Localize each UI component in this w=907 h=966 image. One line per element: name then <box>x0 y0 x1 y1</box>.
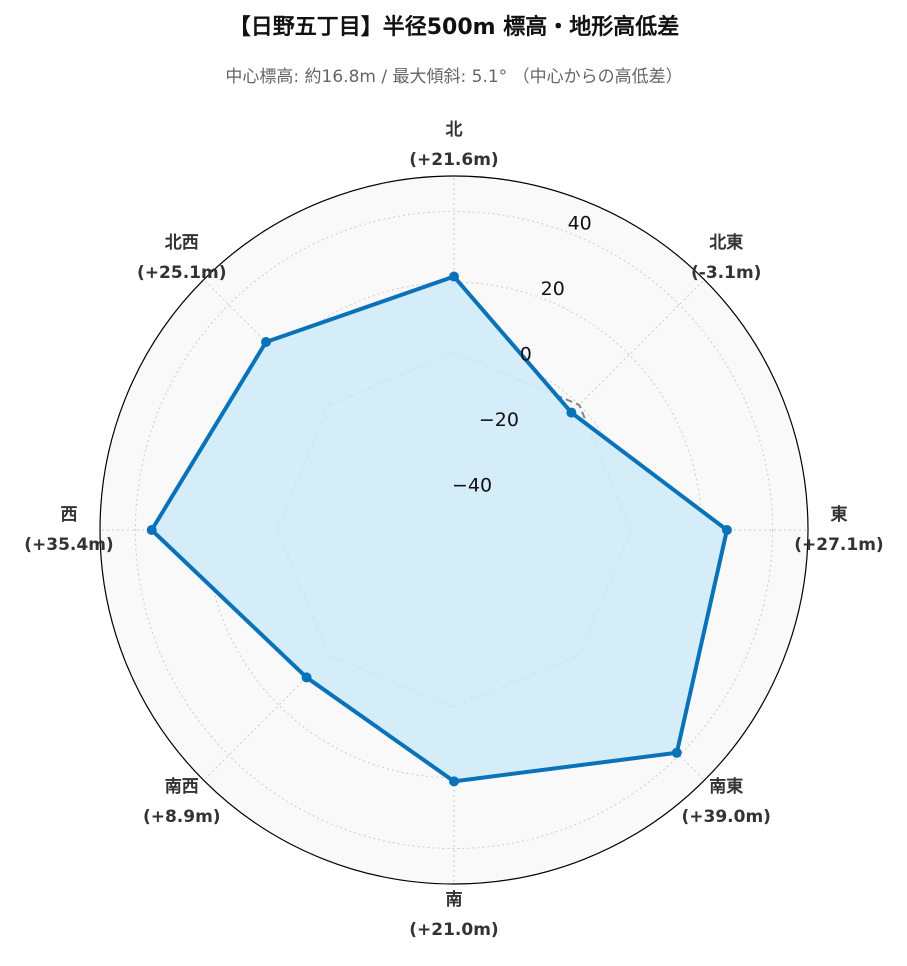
data-point <box>449 776 459 787</box>
category-label: 北東 <box>709 232 743 253</box>
data-point <box>566 407 577 418</box>
category-value-label: (-3.1m) <box>691 263 761 283</box>
plot-border <box>99 175 809 885</box>
category-label: 北西 <box>165 233 199 253</box>
category-value-label: (+27.1m) <box>794 535 883 555</box>
category-label: 南東 <box>709 776 743 797</box>
r-tick-label: −20 <box>479 409 519 431</box>
data-point <box>261 337 272 348</box>
chart-subtitle: 中心標高: 約16.8m / 最大傾斜: 5.1° （中心からの高低差） <box>225 67 682 87</box>
data-point <box>721 525 732 535</box>
category-value-label: (+8.9m) <box>143 807 221 827</box>
category-label: 西 <box>61 505 78 525</box>
data-point <box>449 271 459 282</box>
category-label: 東 <box>831 504 848 525</box>
data-point <box>671 747 682 758</box>
data-point <box>146 525 157 535</box>
category-value-label: (+25.1m) <box>137 263 226 283</box>
category-label: 南 <box>446 889 463 910</box>
category-value-label: (+39.0m) <box>682 807 771 827</box>
category-value-label: (+21.0m) <box>409 920 498 940</box>
category-label: 北 <box>446 120 463 140</box>
category-label: 南西 <box>165 776 199 797</box>
r-tick-label: 0 <box>520 344 532 366</box>
r-tick-label: 20 <box>541 278 565 300</box>
category-value-label: (+21.6m) <box>409 150 498 170</box>
data-point <box>301 672 312 683</box>
category-value-label: (+35.4m) <box>24 535 113 555</box>
r-tick-label: −40 <box>452 475 492 497</box>
r-tick-label: 40 <box>568 213 592 235</box>
grid-circle <box>134 210 774 850</box>
chart-title: 【日野五丁目】半径500m 標高・地形高低差 <box>229 14 680 40</box>
